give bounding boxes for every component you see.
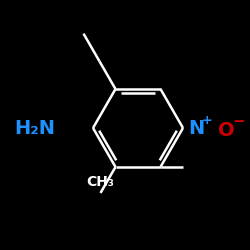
Text: −: −	[232, 114, 245, 130]
Text: O: O	[218, 120, 234, 140]
Text: H₂N: H₂N	[14, 118, 55, 138]
Text: N: N	[188, 118, 204, 138]
Text: CH₃: CH₃	[86, 175, 115, 189]
Text: +: +	[202, 114, 212, 128]
